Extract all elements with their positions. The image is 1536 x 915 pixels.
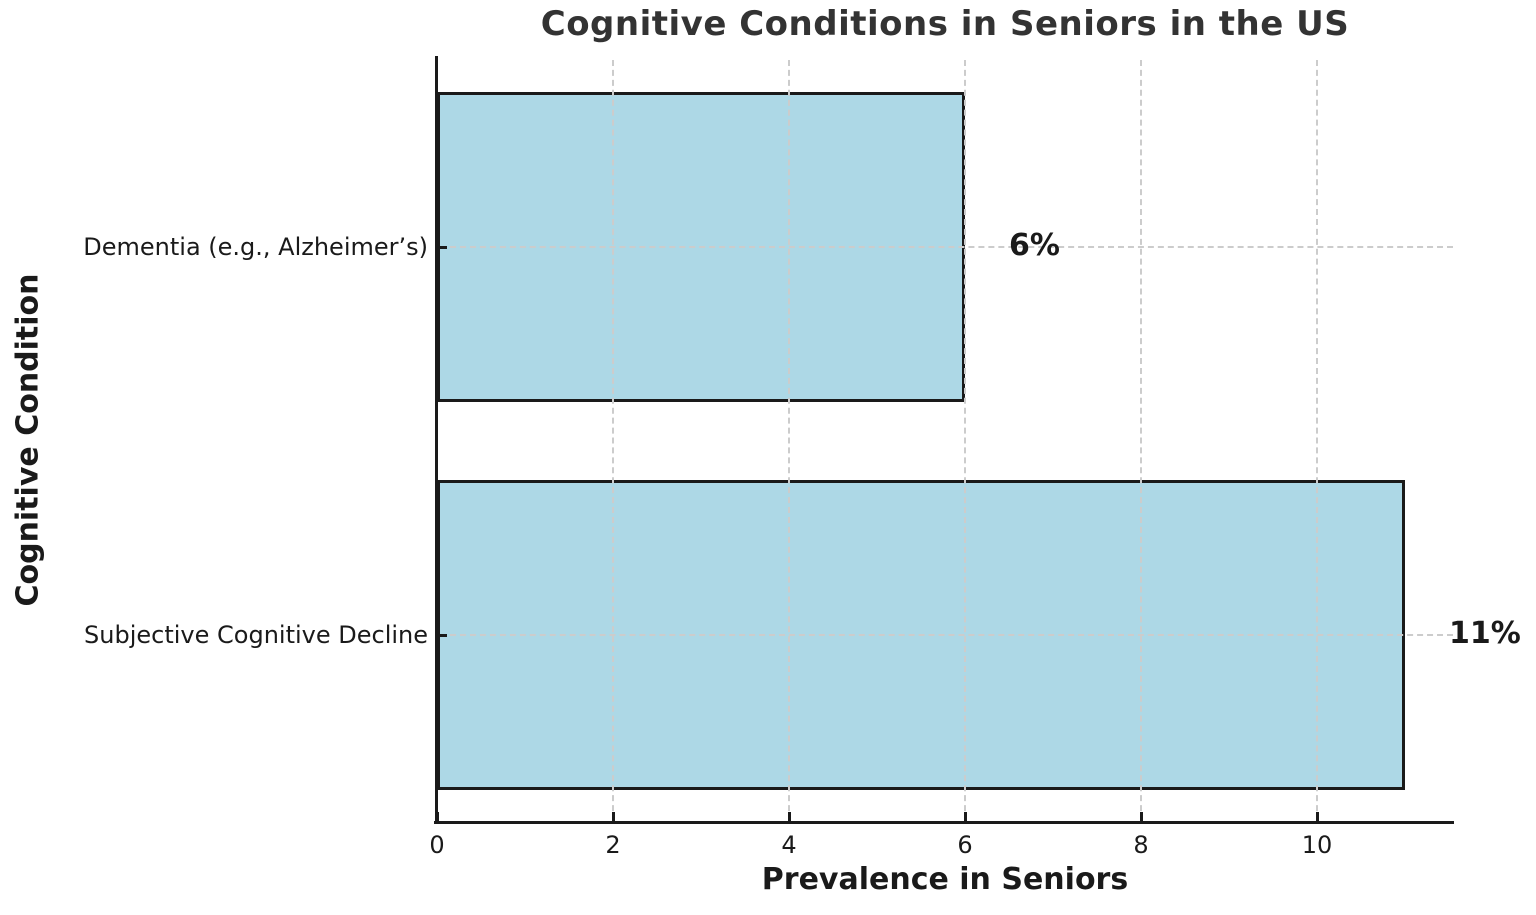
y-tick-label: Subjective Cognitive Decline xyxy=(84,621,428,649)
x-tick-label: 2 xyxy=(605,831,621,859)
x-axis-label: Prevalence in Seniors xyxy=(761,862,1129,897)
x-tick-mark xyxy=(612,812,615,821)
x-gridline xyxy=(788,60,790,821)
x-tick-label: 8 xyxy=(1133,831,1149,859)
x-axis-spine xyxy=(434,821,1454,824)
y-tick-mark xyxy=(438,246,447,249)
x-tick-label: 4 xyxy=(781,831,797,859)
chart-title: Cognitive Conditions in Seniors in the U… xyxy=(540,4,1350,44)
x-tick-mark xyxy=(964,812,967,821)
x-gridline xyxy=(964,60,966,821)
x-tick-mark xyxy=(1140,812,1143,821)
bar-value-label: 6% xyxy=(1009,228,1060,264)
x-tick-mark xyxy=(788,812,791,821)
y-gridline xyxy=(440,246,1453,248)
x-gridline xyxy=(1316,60,1318,821)
x-tick-mark xyxy=(1316,812,1319,821)
y-axis-label: Cognitive Condition xyxy=(10,273,46,607)
bar-value-label: 11% xyxy=(1449,616,1521,652)
x-tick-mark xyxy=(436,812,439,821)
x-tick-label: 0 xyxy=(429,831,445,859)
x-tick-label: 6 xyxy=(957,831,973,859)
x-gridline xyxy=(1140,60,1142,821)
x-tick-label: 10 xyxy=(1301,831,1333,859)
y-tick-label: Dementia (e.g., Alzheimer’s) xyxy=(83,233,428,261)
y-tick-mark xyxy=(438,634,447,637)
x-gridline xyxy=(612,60,614,821)
y-gridline xyxy=(440,634,1453,636)
y-axis-spine xyxy=(435,56,438,824)
